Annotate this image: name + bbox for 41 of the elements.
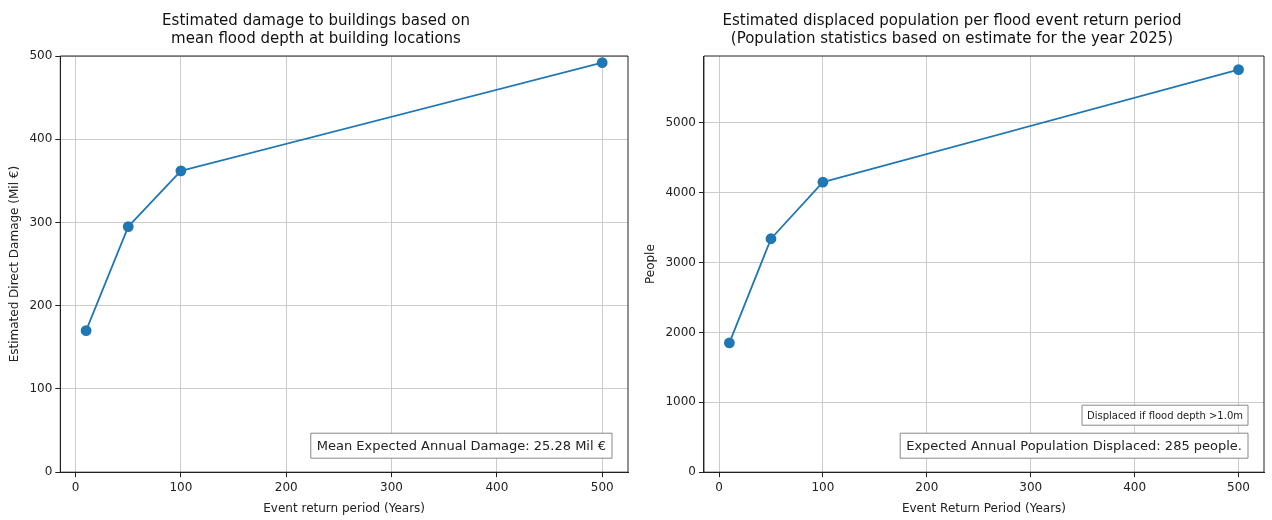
chart-title: Estimated displaced population per flood event return period (Population statistics based on estimate for the year 2025) (722, 10, 1182, 47)
x-axis-title: Event Return Period (Years) (901, 500, 1067, 515)
point (724, 337, 735, 349)
point (817, 176, 829, 188)
point (175, 165, 187, 177)
point (596, 57, 608, 69)
y-tick-label: 100 (29, 381, 53, 396)
x-tick-label: 0 (715, 479, 723, 494)
x-tick-label: 400 (1123, 479, 1147, 494)
y-tick-label: 3000 (665, 254, 696, 269)
x-tick-label: 100 (169, 479, 193, 494)
x-axis-title: Event return period (Years) (263, 500, 426, 515)
y-axis-title: Estimated Direct Damage (Mil €) (7, 165, 22, 363)
y-tick-label: 1000 (665, 394, 696, 409)
chart-title: Estimated damage to buildings based on mean flood depth at building locations (162, 10, 470, 47)
x-tick-label: 200 (274, 479, 298, 494)
x-tick-label: 500 (1227, 479, 1250, 494)
annotation: Displaced if flood depth >1.0m (1087, 409, 1243, 421)
y-tick-label: 300 (29, 214, 53, 229)
annotation: Expected Annual Population Displaced: 285 people. (906, 438, 1243, 454)
y-tick-label: 2000 (665, 324, 696, 339)
y-tick-label: 5000 (665, 114, 696, 129)
y-tick-label: 400 (29, 131, 53, 146)
annotation: Mean Expected Annual Damage: 25.28 Mil € (316, 438, 606, 454)
x-tick-label: 300 (380, 479, 403, 494)
point (122, 221, 134, 233)
x-tick-label: 500 (590, 479, 614, 494)
x-tick-label: 200 (915, 479, 939, 494)
point (1233, 64, 1244, 76)
x-tick-label: 300 (1019, 479, 1043, 494)
point (80, 325, 92, 337)
x-tick-label: 100 (811, 479, 835, 494)
y-tick-label: 500 (29, 48, 53, 63)
y-axis-title: People (643, 244, 658, 285)
y-tick-label: 0 (44, 464, 53, 479)
x-tick-label: 0 (71, 479, 80, 494)
point (765, 233, 777, 245)
y-tick-label: 4000 (665, 184, 696, 199)
x-tick-label: 400 (485, 479, 509, 494)
y-tick-label: 200 (29, 297, 53, 312)
y-tick-label: 0 (688, 464, 696, 479)
